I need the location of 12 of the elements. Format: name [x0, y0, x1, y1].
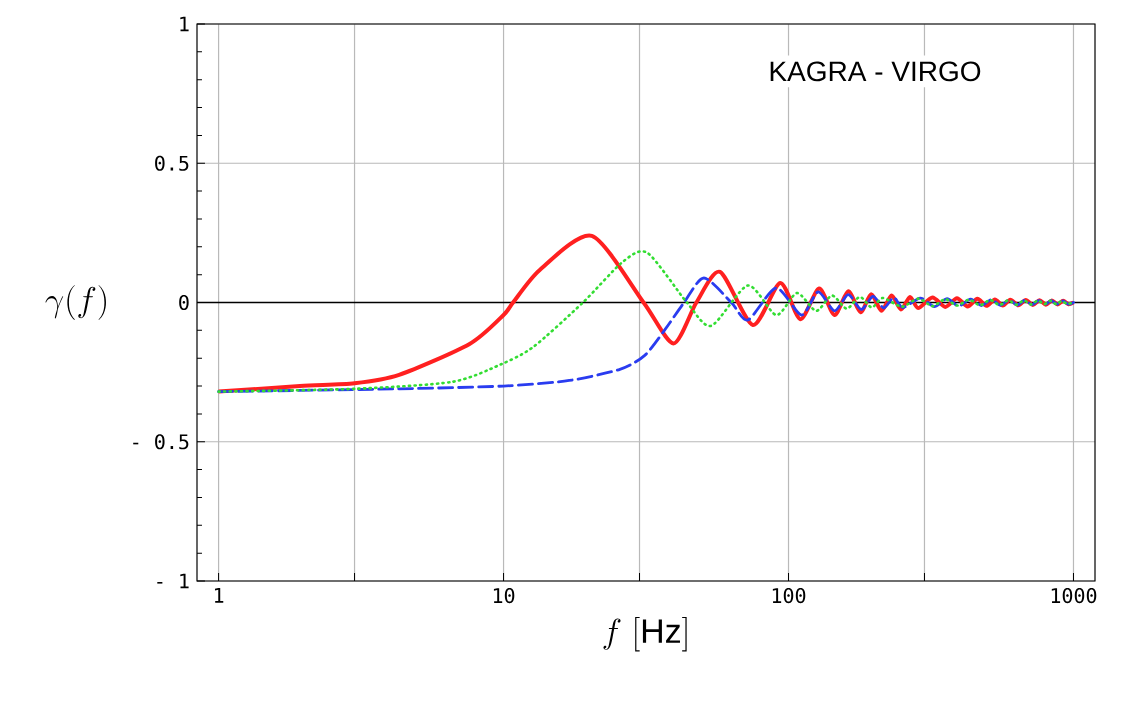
y-tick-label: 0 [179, 294, 189, 311]
y-tick-label: - 0.5 [133, 434, 189, 450]
annotation: KAGRA - VIRGO [770, 61, 981, 82]
x-tick-label: 1 [214, 588, 224, 603]
y-tick-label: 1 [180, 16, 189, 32]
x-axis-title: $f\ [\mathrm{Hz}]$ [603, 616, 687, 652]
y-axis-title: $\gamma(f)$ [45, 285, 106, 320]
x-tick-label: 100 [772, 588, 806, 604]
y-tick-label: 0.5 [155, 155, 189, 171]
x-tick-label: 1000 [1051, 588, 1097, 604]
y-tick-label: - 1 [157, 573, 189, 589]
x-tick-label: 10 [493, 588, 515, 604]
